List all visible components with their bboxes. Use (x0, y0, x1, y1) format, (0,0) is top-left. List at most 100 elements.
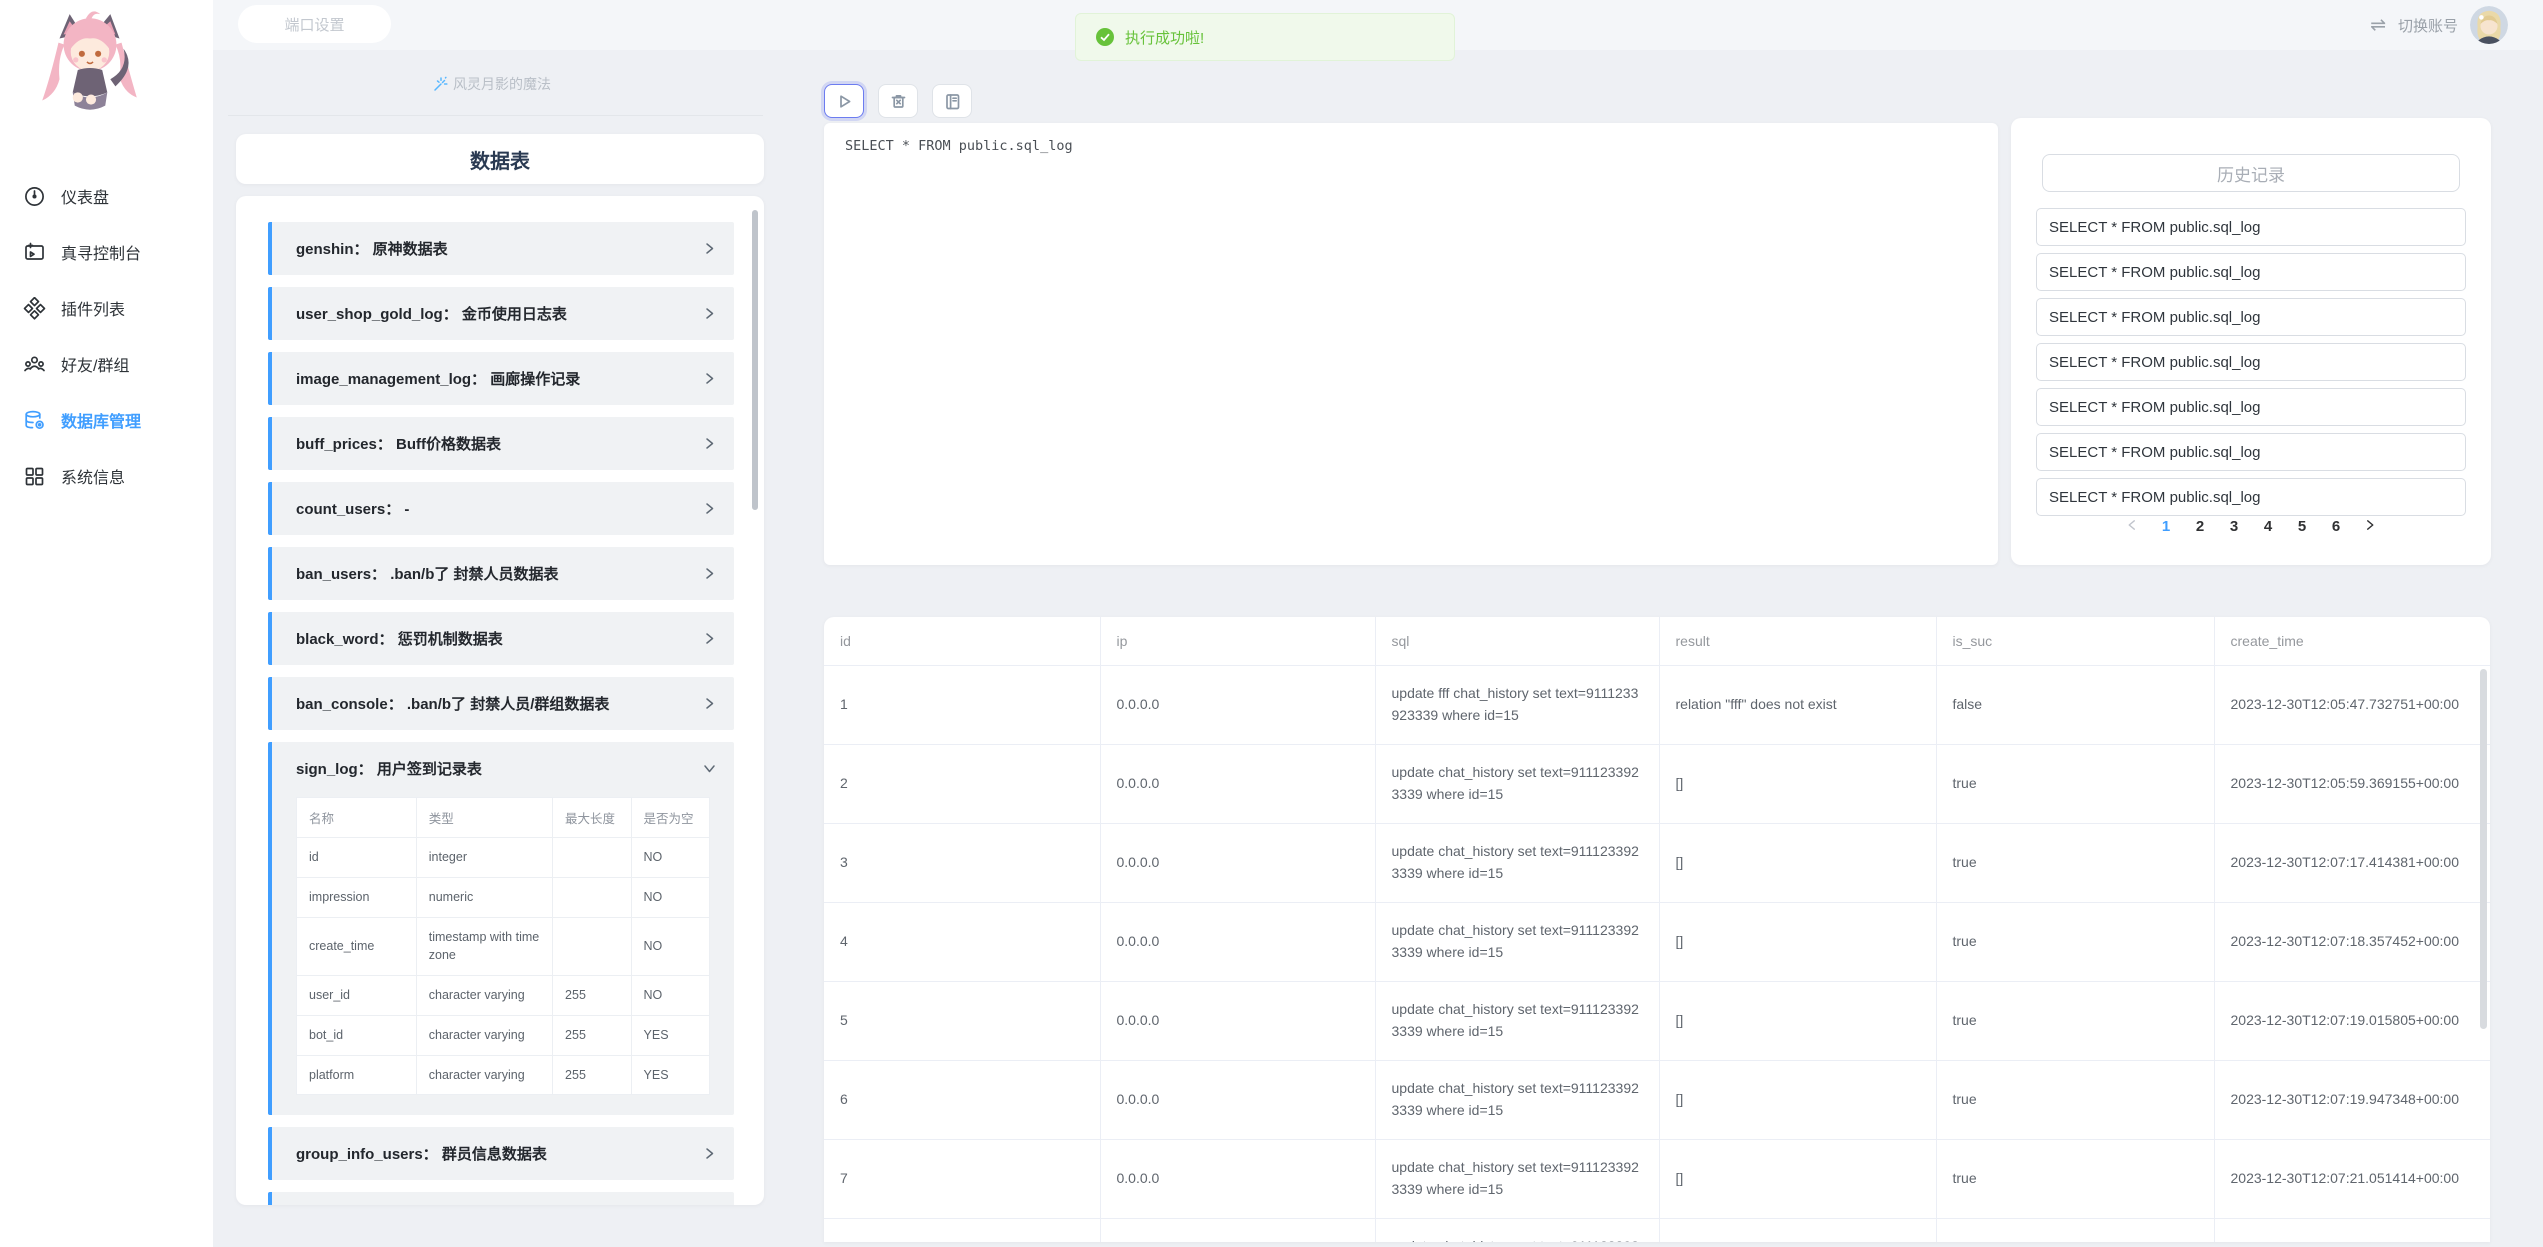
dashboard-icon (23, 185, 46, 208)
results-col-header: sql (1375, 617, 1660, 666)
schema-cell: character varying (415, 1054, 554, 1096)
table-item-label: user_shop_gold_log： 金币使用日志表 (296, 306, 567, 323)
chevron-right-icon (703, 502, 716, 515)
history-title: 历史记录 (2042, 154, 2460, 192)
toast-message: 执行成功啦! (1125, 29, 1205, 47)
results-scrollbar[interactable] (2480, 669, 2487, 1029)
history-item[interactable]: SELECT * FROM public.sql_log (2036, 208, 2466, 246)
results-cell: 2023-12-30T12:07:22.545177+00:00 (2214, 1218, 2490, 1242)
results-cell: 4 (824, 902, 1101, 982)
trash-button[interactable] (878, 84, 918, 118)
results-cell: update chat_history set text=91112339233… (1375, 1139, 1660, 1219)
table-item-label: sign_log： 用户签到记录表 (296, 761, 482, 778)
schema-col-header: 名称 (296, 797, 417, 838)
results-cell: 5 (824, 981, 1101, 1061)
table-item-label: buff_prices： Buff价格数据表 (296, 436, 502, 453)
schema-row: bot_id character varying 255 YES (296, 1014, 711, 1056)
pagination-page-4[interactable]: 4 (2263, 518, 2273, 535)
pagination-page-2[interactable]: 2 (2195, 518, 2205, 535)
history-item[interactable]: SELECT * FROM public.sql_log (2036, 433, 2466, 471)
journal-button[interactable] (932, 84, 972, 118)
sidebar-item-system[interactable]: 系统信息 (0, 448, 213, 504)
results-cell: true (1936, 981, 2215, 1061)
pagination-page-1[interactable]: 1 (2161, 518, 2171, 535)
sidebar-item-dashboard[interactable]: 仪表盘 (0, 168, 213, 224)
schema-header-row: 名称 类型 最大长度 是否为空 (296, 797, 711, 838)
schema-cell: 255 (552, 1014, 632, 1056)
history-list: SELECT * FROM public.sql_log SELECT * FRO… (2036, 208, 2466, 516)
success-toast: 执行成功啦! (1075, 13, 1455, 61)
trash-icon (889, 92, 908, 111)
results-cell: [] (1659, 744, 1937, 824)
schema-cell: 255 (552, 1054, 632, 1096)
table-item-user_shop_gold_log[interactable]: user_shop_gold_log： 金币使用日志表 (268, 287, 734, 340)
tables-list-scrollbar[interactable] (752, 210, 758, 510)
history-pagination: 1 2 3 4 5 6 (2011, 518, 2491, 535)
history-item[interactable]: SELECT * FROM public.sql_log (2036, 298, 2466, 336)
sidebar-menu: 仪表盘 真寻控制台 插件列表 好友/群组 数据库管理系统信息 (0, 168, 213, 504)
results-cell: update chat_history set text=91112339233… (1375, 823, 1660, 903)
results-col-header: result (1659, 617, 1937, 666)
tables-panel-title: 数据表 (236, 134, 764, 184)
results-cell: update chat_history set text=91112339233… (1375, 1218, 1660, 1242)
chevron-right-icon (703, 242, 716, 255)
table-item-genshin[interactable]: genshin： 原神数据表 (268, 222, 734, 275)
database-icon (23, 409, 46, 432)
table-item-count_users[interactable]: count_users： - (268, 482, 734, 535)
results-cell: 6 (824, 1060, 1101, 1140)
history-panel: 历史记录 SELECT * FROM public.sql_log SELECT … (2011, 118, 2491, 565)
sidebar-item-label: 系统信息 (61, 470, 126, 487)
results-cell: update chat_history set text=91112339233… (1375, 902, 1660, 982)
results-col-header: create_time (2214, 617, 2490, 666)
switch-account[interactable]: ⇌ 切换账号 (2370, 6, 2508, 44)
user-avatar[interactable] (2470, 6, 2508, 44)
tables-list: genshin： 原神数据表 user_shop_gold_log： 金币使用日志… (268, 222, 734, 1205)
table-row: 2 0.0.0.0 update chat_history set text=911… (824, 744, 2490, 824)
sidebar-item-database[interactable]: 数据库管理 (0, 392, 213, 448)
pagination-next[interactable] (2353, 518, 2387, 535)
table-item-black_word[interactable]: black_word： 惩罚机制数据表 (268, 612, 734, 665)
pagination-prev[interactable] (2115, 518, 2149, 535)
history-item[interactable]: SELECT * FROM public.sql_log (2036, 253, 2466, 291)
panel-divider (228, 115, 763, 116)
results-card: id ip sql result is_suc create_time 1 0.0.0.0 up… (824, 617, 2490, 1242)
results-col-header: ip (1100, 617, 1376, 666)
table-item-ban_users[interactable]: ban_users： .ban/b了 封禁人员数据表 (268, 547, 734, 600)
schema-cell: YES (630, 1054, 711, 1096)
history-item[interactable]: SELECT * FROM public.sql_log (2036, 478, 2466, 516)
results-cell: 2023-12-30T12:07:17.414381+00:00 (2214, 823, 2490, 903)
table-item-image_management_log[interactable]: image_management_log： 画廊操作记录 (268, 352, 734, 405)
table-item-fantasy_card_log[interactable]: fantasy_card_log： 卡牌获取日志表 (268, 1192, 734, 1205)
table-item-group_info_users[interactable]: group_info_users： 群员信息数据表 (268, 1127, 734, 1181)
results-cell: 7 (824, 1139, 1101, 1219)
play-button[interactable] (824, 84, 864, 118)
results-cell: true (1936, 1139, 2215, 1219)
sidebar-item-plugins[interactable]: 插件列表 (0, 280, 213, 336)
table-item-ban_console[interactable]: ban_console： .ban/b了 封禁人员/群组数据表 (268, 677, 734, 730)
sidebar-item-console[interactable]: 真寻控制台 (0, 224, 213, 280)
schema-cell: NO (630, 975, 711, 1016)
history-item[interactable]: SELECT * FROM public.sql_log (2036, 388, 2466, 426)
schema-col-header: 最大长度 (552, 797, 632, 838)
sql-editor-input[interactable]: SELECT * FROM public.sql_log (845, 138, 1073, 154)
results-cell: true (1936, 744, 2215, 824)
sidebar-item-friends[interactable]: 好友/群组 (0, 336, 213, 392)
table-schema: 名称 类型 最大长度 是否为空 id integer NO impression numeric… (296, 797, 711, 1096)
history-item[interactable]: SELECT * FROM public.sql_log (2036, 343, 2466, 381)
results-cell: 2023-12-30T12:05:59.369155+00:00 (2214, 744, 2490, 824)
schema-cell: id (296, 837, 417, 878)
schema-cell (552, 837, 632, 878)
swap-arrows-icon: ⇌ (2370, 14, 2386, 36)
results-cell: [] (1659, 902, 1937, 982)
pagination-page-5[interactable]: 5 (2297, 518, 2307, 535)
pagination-page-6[interactable]: 6 (2331, 518, 2341, 535)
pagination-page-3[interactable]: 3 (2229, 518, 2239, 535)
schema-cell: platform (296, 1054, 417, 1096)
port-settings-button[interactable]: 端口设置 (238, 5, 391, 43)
schema-cell: NO (630, 916, 711, 976)
table-item-sign_log[interactable]: sign_log： 用户签到记录表名称 类型 最大长度 是否为空 id integer NO… (268, 742, 734, 1116)
table-row: 1 0.0.0.0 update fff chat_history set text… (824, 665, 2490, 745)
table-item-buff_prices[interactable]: buff_prices： Buff价格数据表 (268, 417, 734, 470)
schema-cell: character varying (415, 975, 554, 1016)
